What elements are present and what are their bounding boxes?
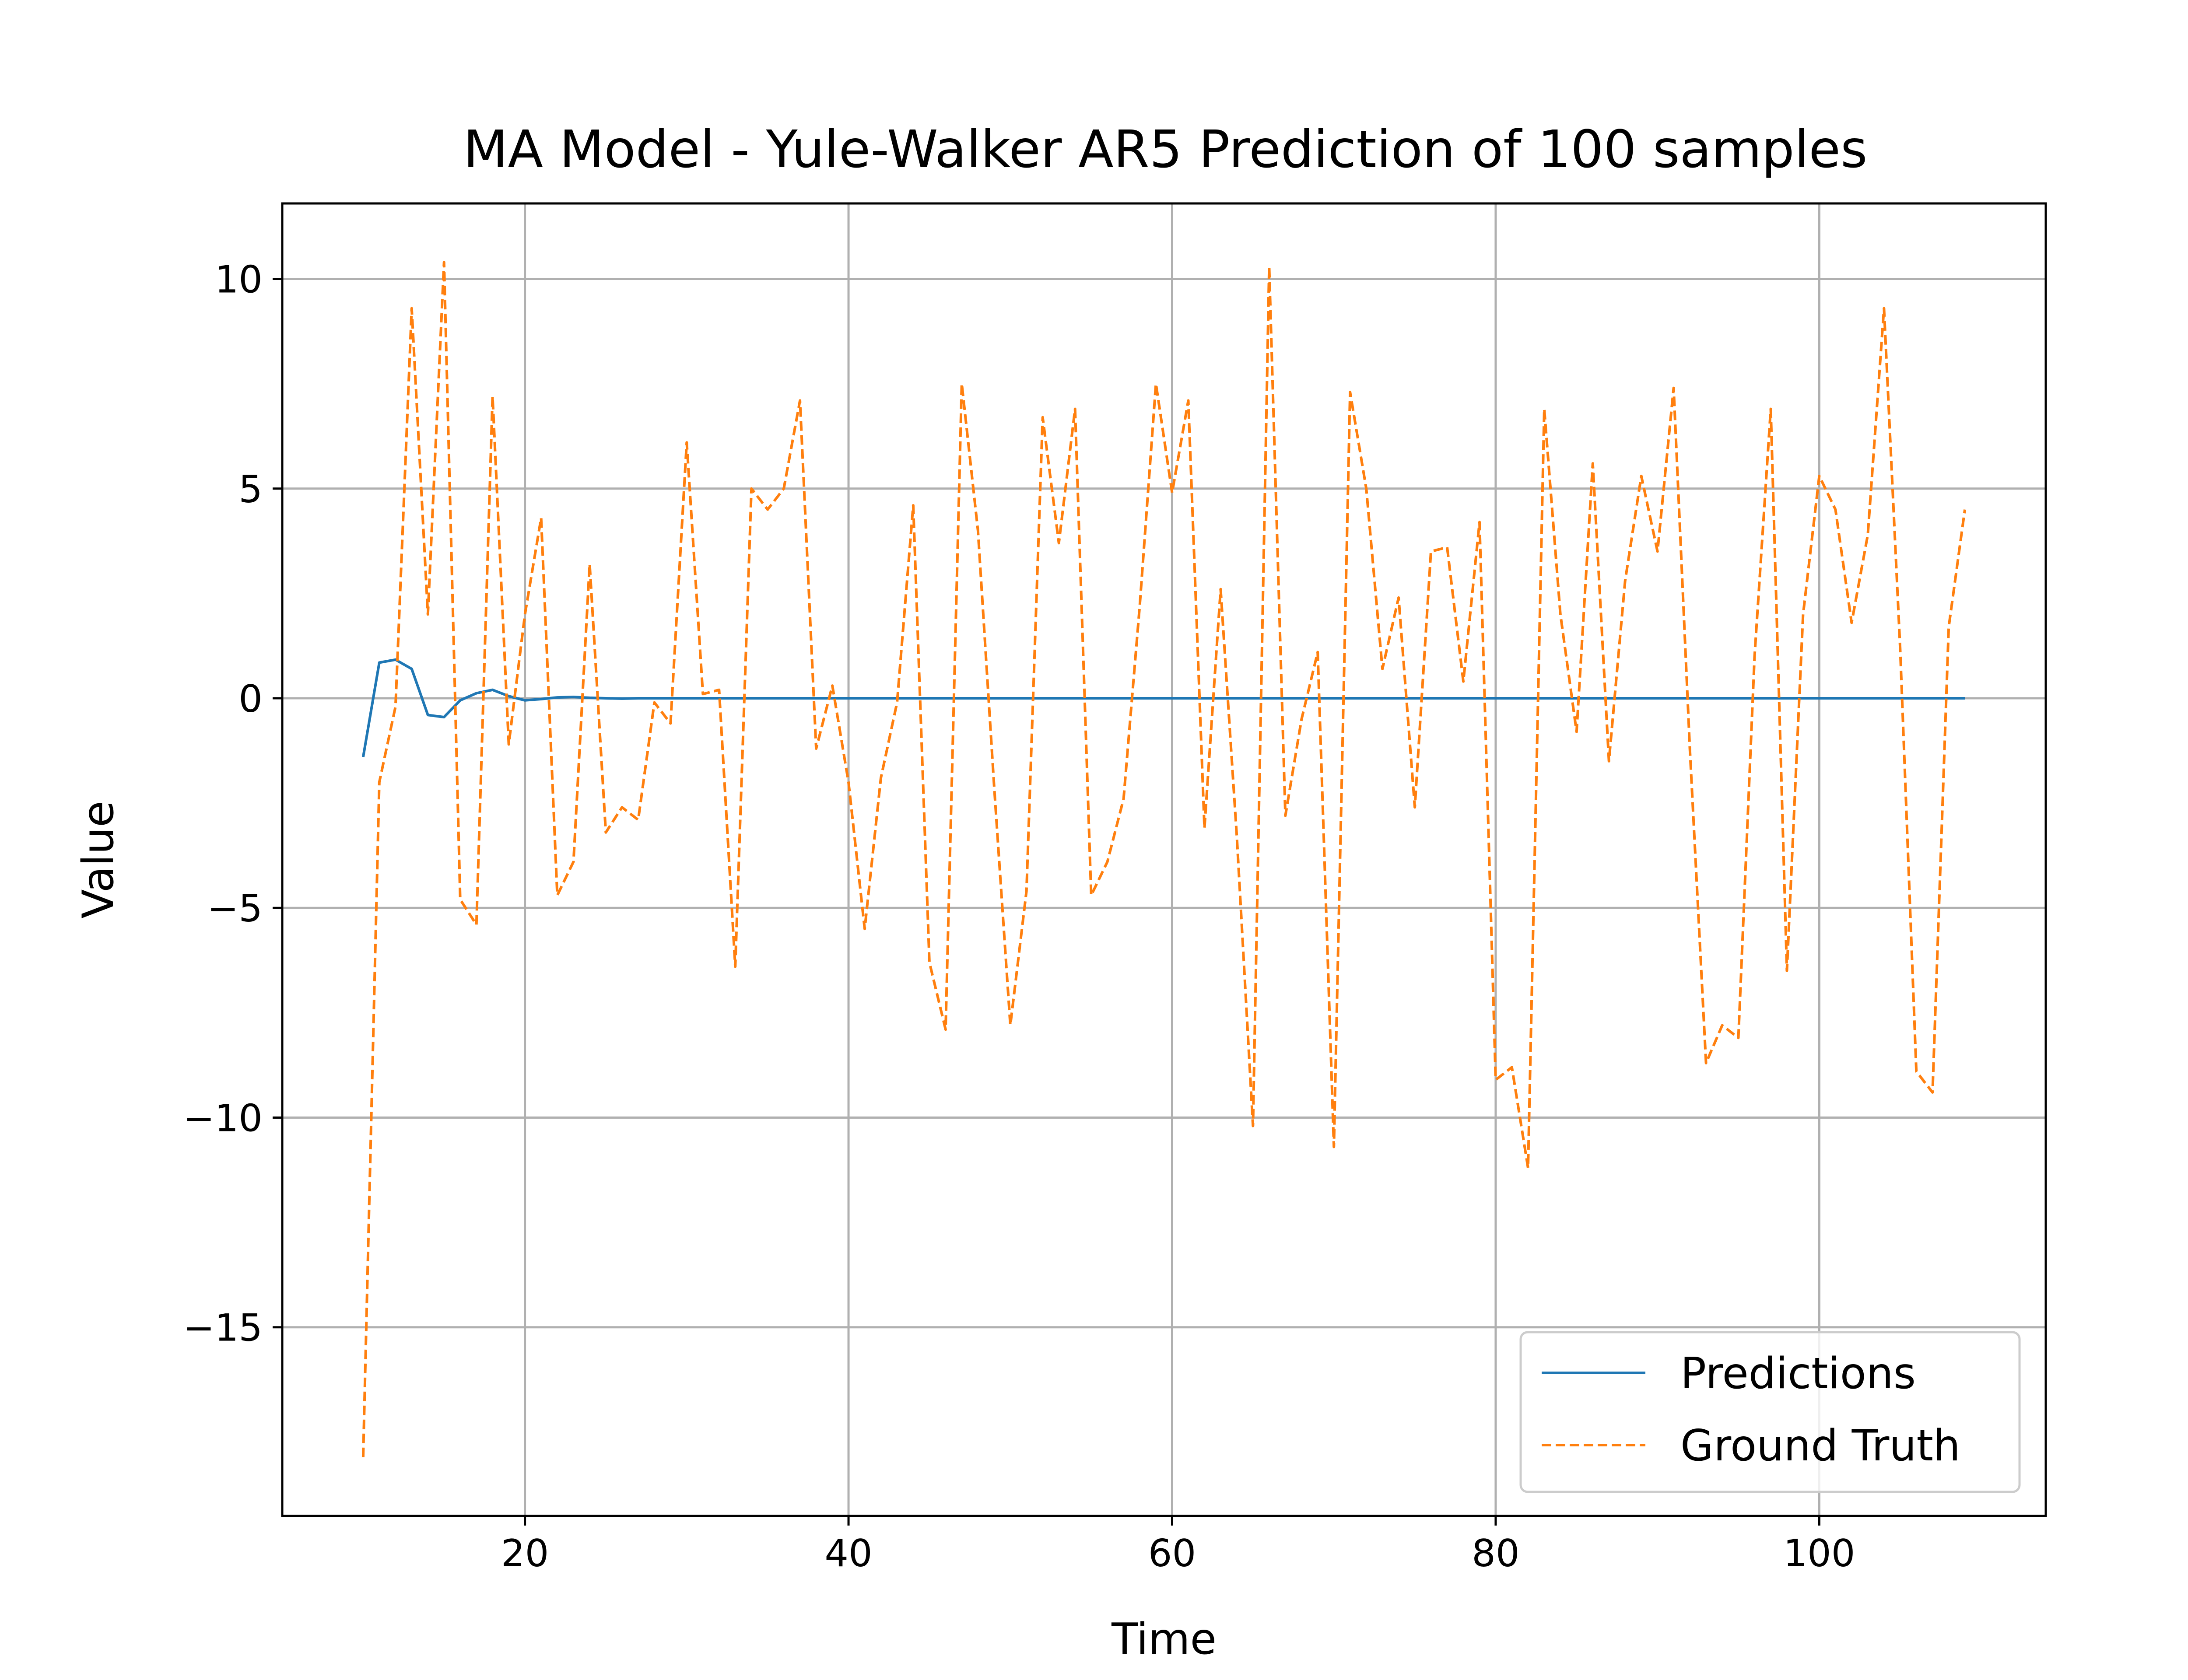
y-tick-label: −5 [207,887,263,931]
axis-ticks: 20 40 60 80 100 −15 −10 −5 0 5 10 [183,258,1855,1575]
plot-area [282,203,2046,1516]
legend: Predictions Ground Truth [1519,1331,2021,1493]
series-group [361,261,1967,1457]
legend-label-ground-truth: Ground Truth [1680,1421,1960,1471]
x-axis-label: Time [1111,1614,1217,1664]
series-line-predictions [361,658,1965,757]
series-line-ground-truth [361,261,1967,1457]
x-tick-label: 80 [1472,1532,1519,1575]
x-tick-label: 20 [501,1532,549,1575]
x-tick-label: 100 [1783,1532,1855,1575]
y-tick-label: 5 [238,468,263,511]
y-tick-label: −10 [183,1096,263,1140]
plot-frame [281,202,2047,1517]
chart-title: MA Model - Yule-Walker AR5 Prediction of… [463,119,1868,179]
x-tick-label: 40 [824,1532,872,1575]
y-tick-label: 0 [238,677,263,721]
legend-label-predictions: Predictions [1680,1349,1916,1399]
y-axis-label: Value [74,801,123,918]
y-tick-label: −15 [183,1306,263,1350]
y-tick-label: 10 [215,258,263,302]
x-tick-label: 60 [1148,1532,1196,1575]
